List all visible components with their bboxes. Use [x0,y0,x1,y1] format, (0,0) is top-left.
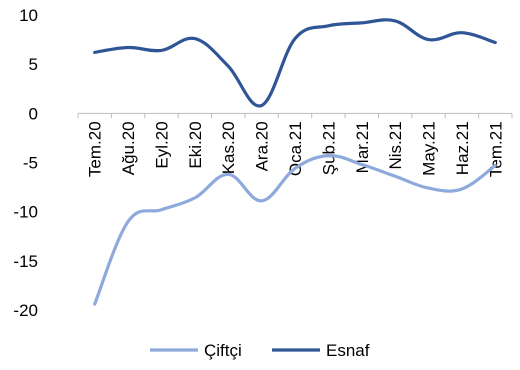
y-tick-label: -20 [13,301,38,320]
y-tick-label: 10 [19,6,38,25]
x-tick-label: Eki.20 [186,121,205,168]
x-tick-label: Ara.20 [253,121,272,171]
x-tick-label: Kas.20 [219,121,238,174]
x-tick-label: Tem.20 [86,121,105,177]
legend-label: Esnaf [326,341,370,360]
y-tick-label: -15 [13,252,38,271]
y-axis: 10 5 0 -5 -10 -15 -20 [13,6,38,320]
y-tick-label: 5 [29,55,38,74]
series-line-esnaf [93,18,497,108]
x-tick-label: Tem.21 [486,121,505,177]
x-tick-label: Eyl.20 [152,121,171,168]
x-tick-label: May.21 [420,121,439,176]
x-axis: Tem.20 Ağu.20 Eyl.20 Eki.20 Kas.20 Ara.20 Oca.… [77,113,513,177]
x-tick-label: Nis.21 [386,121,405,169]
y-tick-label: -10 [13,203,38,222]
series-line-ciftci [93,153,497,306]
x-tick-label: Oca.21 [286,121,305,176]
x-tick-label: Şub.21 [319,121,338,175]
x-tick-label: Haz.21 [453,121,472,175]
series-lines [93,18,497,306]
x-tick-label: Mar.21 [353,121,372,173]
x-tick-label: Ağu.20 [119,121,138,175]
legend-label: Çiftçi [204,341,242,360]
y-tick-label: -5 [23,154,38,173]
legend: Çiftçi Esnaf [150,341,370,360]
y-tick-label: 0 [29,104,38,123]
